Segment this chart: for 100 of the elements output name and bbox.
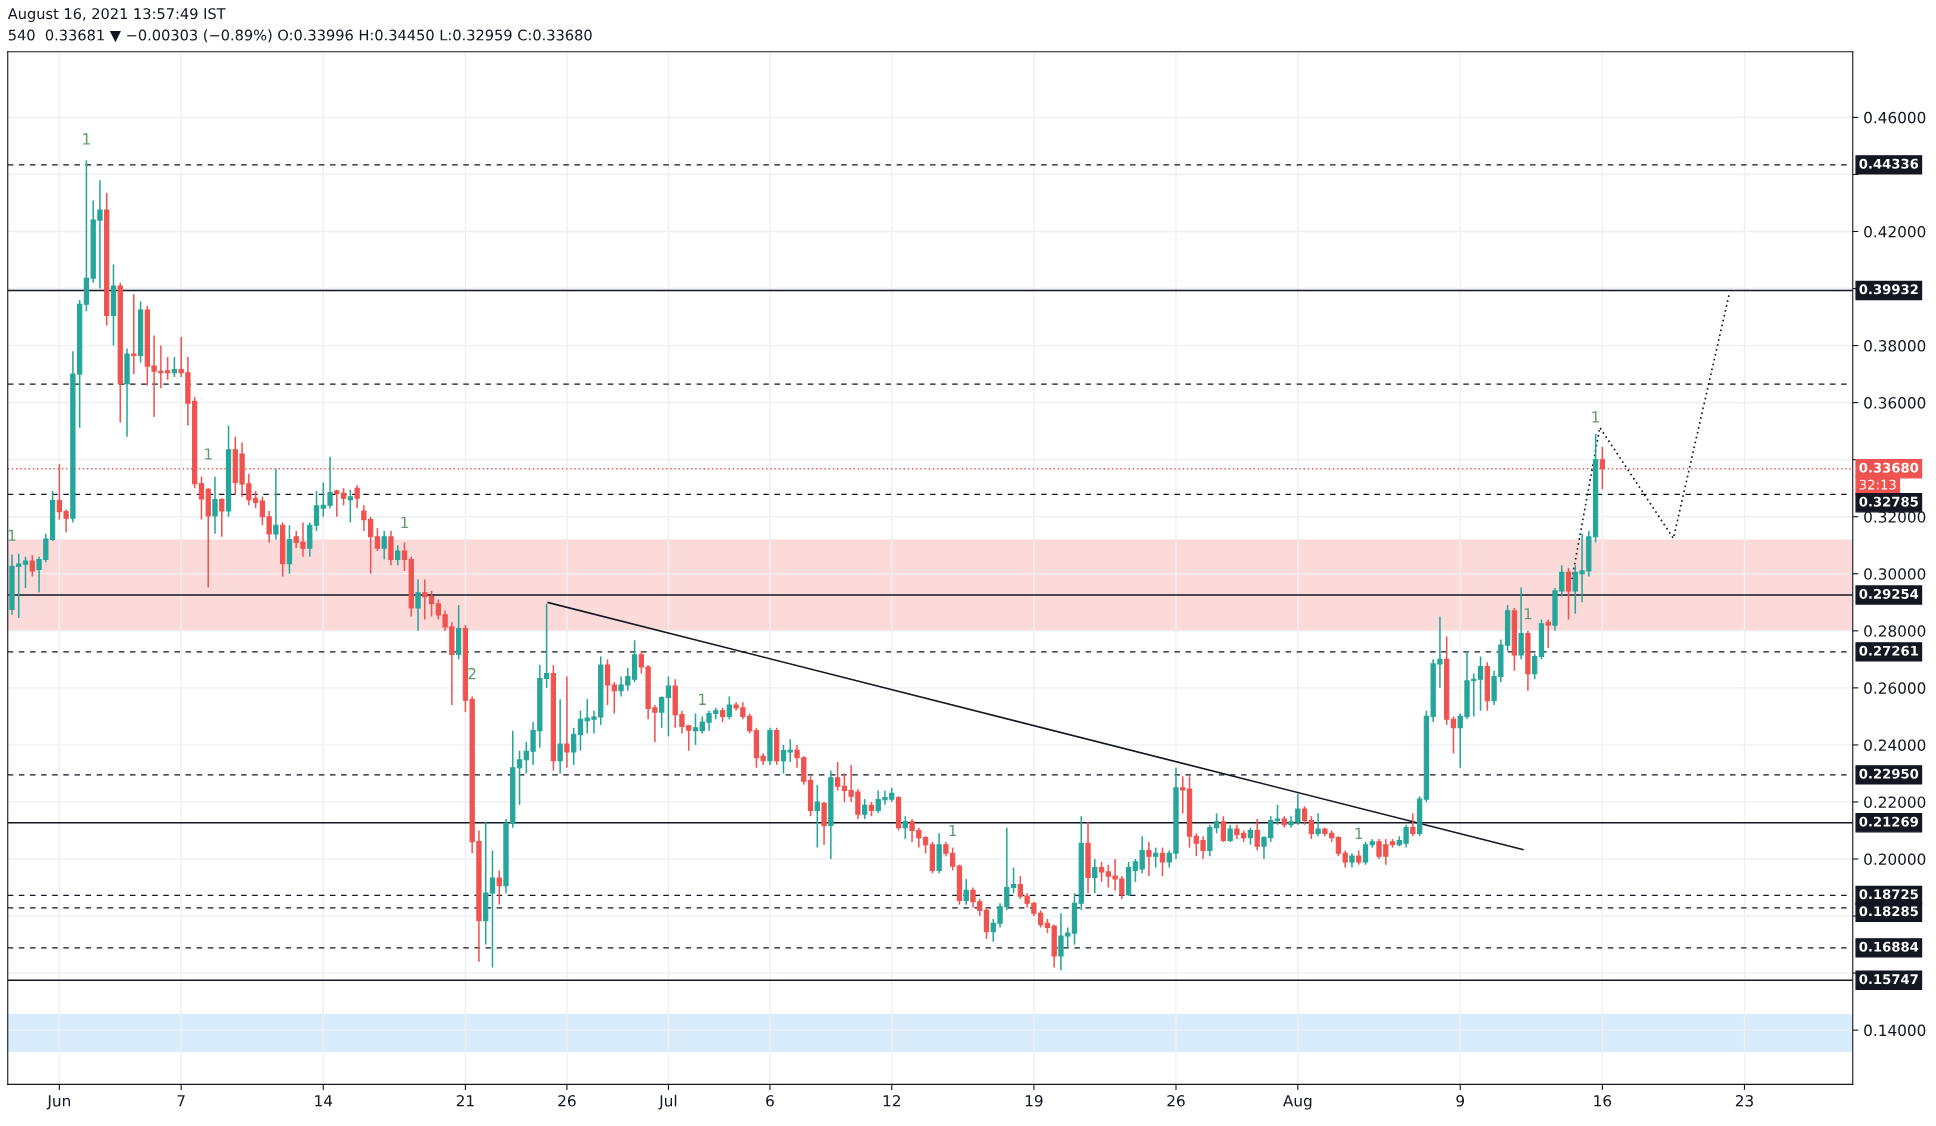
candlestick bbox=[1362, 841, 1369, 866]
candlestick bbox=[1565, 567, 1572, 621]
candlestick bbox=[659, 695, 665, 729]
x-tick-label: 12 bbox=[883, 1095, 900, 1107]
x-tick-label: 7 bbox=[177, 1095, 185, 1107]
candlestick bbox=[571, 727, 577, 766]
y-tick-label: 0.24000 bbox=[1864, 739, 1926, 751]
candlestick bbox=[171, 356, 178, 378]
x-tick-label: Aug bbox=[1283, 1095, 1312, 1110]
candlestick bbox=[1153, 846, 1159, 869]
y-tick-label: 0.46000 bbox=[1864, 111, 1926, 124]
candlestick bbox=[1518, 586, 1524, 661]
ref-line-label: 0.16884 bbox=[1859, 941, 1919, 952]
x-tick-label: 26 bbox=[558, 1095, 576, 1107]
ref-line-label: 0.21269 bbox=[1859, 816, 1919, 827]
annotation: 1 bbox=[83, 133, 90, 145]
y-tick-label: 0.22000 bbox=[1864, 796, 1926, 808]
candlestick bbox=[1159, 846, 1166, 877]
x-tick-label: 19 bbox=[1025, 1095, 1043, 1107]
x-tick-label: 26 bbox=[1167, 1095, 1185, 1107]
x-tick-label: 23 bbox=[1735, 1095, 1753, 1107]
candlestick bbox=[726, 695, 732, 721]
candlestick bbox=[395, 544, 401, 566]
ref-line-label: 0.15747 bbox=[1859, 974, 1918, 985]
candlestick bbox=[1410, 812, 1416, 837]
candlestick bbox=[1301, 805, 1308, 826]
candlestick bbox=[1545, 618, 1551, 649]
candlestick bbox=[307, 521, 313, 558]
chart-subtitle: 540 0.33681 ▼ −0.00303 (−0.89%) O:0.33996 H:0.34450 L:0.32959 C:0.33680 bbox=[8, 29, 592, 43]
candlestick bbox=[22, 555, 29, 589]
x-tick-label: 6 bbox=[766, 1095, 774, 1107]
x-tick-label: Jun bbox=[46, 1095, 70, 1110]
candlestick bbox=[1532, 652, 1538, 681]
ref-line-label: 0.18285 bbox=[1859, 906, 1918, 917]
candlestick bbox=[415, 578, 421, 632]
candlestick bbox=[489, 849, 496, 969]
candlestick bbox=[604, 658, 611, 706]
candlestick bbox=[1308, 815, 1314, 840]
candlestick bbox=[1098, 861, 1105, 883]
candlestick bbox=[983, 906, 990, 940]
candlestick bbox=[313, 490, 320, 532]
y-tick-label: 0.26000 bbox=[1864, 682, 1926, 694]
candlestick bbox=[692, 712, 699, 746]
candlestick bbox=[1254, 818, 1260, 852]
annotation: 1 bbox=[1355, 827, 1363, 839]
annotation: 1 bbox=[401, 516, 408, 529]
ref-line-label: 0.32785 bbox=[1859, 496, 1918, 507]
candlestick bbox=[381, 530, 387, 561]
candlestick bbox=[1450, 715, 1457, 755]
candlestick bbox=[564, 675, 570, 769]
candlestick bbox=[347, 488, 354, 524]
candlestick bbox=[862, 798, 868, 820]
candlestick bbox=[834, 761, 841, 792]
candlestick bbox=[814, 784, 820, 849]
candlestick bbox=[273, 468, 279, 541]
candlestick bbox=[374, 527, 381, 552]
candlestick bbox=[131, 293, 137, 375]
ref-line-label: 0.22950 bbox=[1859, 768, 1919, 779]
annotation: 1 bbox=[8, 529, 16, 541]
ref-line-label: 0.27261 bbox=[1859, 645, 1918, 656]
candlestick bbox=[557, 698, 563, 775]
candlestick bbox=[1146, 841, 1152, 877]
candlestick bbox=[388, 530, 394, 566]
chart-title: August 16, 2021 13:57:49 IST bbox=[7, 8, 226, 22]
annotation: 1 bbox=[949, 824, 957, 837]
y-tick-label: 0.20000 bbox=[1864, 853, 1926, 866]
candlestick bbox=[1220, 815, 1227, 843]
candlestick bbox=[963, 878, 969, 906]
text: 32:13 bbox=[1859, 479, 1896, 490]
y-tick-label: 0.38000 bbox=[1864, 340, 1926, 352]
annotation: 1 bbox=[1524, 608, 1532, 620]
candlestick bbox=[1315, 812, 1321, 837]
ref-line-label: 0.33680 bbox=[1859, 462, 1919, 473]
annotation: 2 bbox=[468, 667, 476, 680]
candlestick bbox=[821, 801, 827, 846]
annotation: 1 bbox=[1592, 411, 1600, 423]
candlestick bbox=[665, 675, 672, 738]
candlestick bbox=[611, 681, 617, 715]
x-tick-label: 14 bbox=[315, 1095, 333, 1107]
y-tick-label: 0.36000 bbox=[1864, 397, 1926, 409]
y-tick-label: 0.14000 bbox=[1864, 1024, 1926, 1037]
ref-line-label: 0.29254 bbox=[1859, 588, 1919, 599]
candlestick bbox=[354, 484, 360, 509]
y-tick-label: 0.32000 bbox=[1864, 511, 1926, 523]
x-tick-label: 21 bbox=[456, 1095, 474, 1107]
x-tick-label: Jul bbox=[658, 1094, 677, 1110]
ref-line-label: 0.39932 bbox=[1859, 284, 1918, 295]
candlestick bbox=[1274, 804, 1281, 826]
annotation: 1 bbox=[699, 693, 706, 705]
candlestick bbox=[902, 815, 908, 840]
ref-line-label: 0.44336 bbox=[1859, 158, 1919, 169]
y-tick-label: 0.28000 bbox=[1864, 625, 1926, 637]
candlestick bbox=[29, 554, 35, 578]
y-tick-label: 0.42000 bbox=[1864, 225, 1926, 238]
candlestick bbox=[212, 476, 218, 535]
x-tick-label: 16 bbox=[1594, 1095, 1612, 1107]
candlestick bbox=[401, 541, 408, 572]
ref-line-label: 0.18725 bbox=[1859, 889, 1918, 900]
y-tick-label: 0.30000 bbox=[1864, 568, 1926, 580]
candlestick bbox=[219, 497, 225, 538]
